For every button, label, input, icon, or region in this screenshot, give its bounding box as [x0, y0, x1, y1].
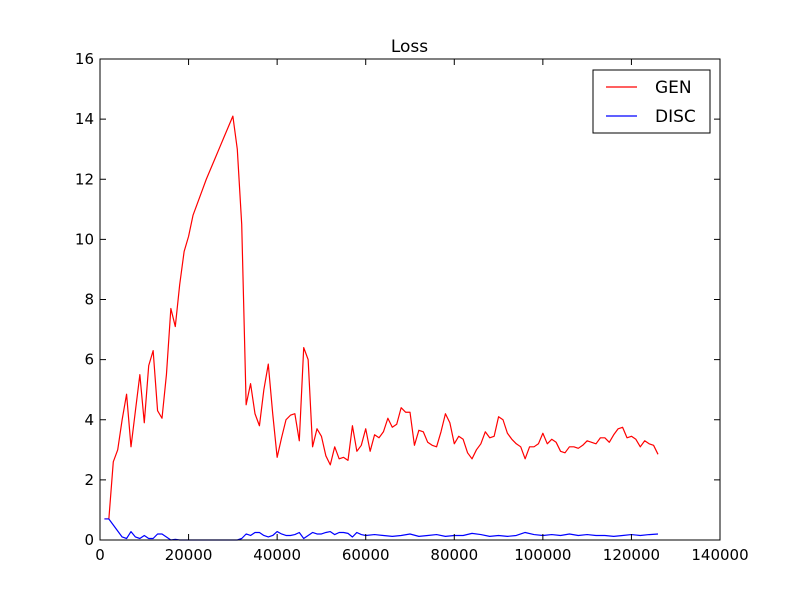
chart-title: Loss	[391, 37, 428, 57]
x-tick-label: 40000	[253, 546, 301, 564]
y-tick-label: 8	[84, 291, 94, 309]
series-layer	[104, 115, 659, 541]
x-tick-label: 0	[95, 546, 105, 564]
x-tick-label: 120000	[603, 546, 660, 564]
y-tick-label: 12	[75, 170, 94, 188]
x-tick-label: 140000	[691, 546, 748, 564]
x-tick-label: 80000	[430, 546, 478, 564]
legend: GEN DISC	[592, 69, 711, 134]
legend-box	[592, 69, 711, 134]
legend-label-disc: DISC	[655, 107, 696, 127]
y-tick-label: 16	[75, 50, 94, 68]
plot-frame	[99, 58, 721, 541]
y-tick-label: 2	[84, 471, 94, 489]
series-line-disc	[104, 518, 659, 541]
legend-label-gen: GEN	[655, 78, 692, 98]
y-tick-label: 0	[84, 531, 94, 549]
y-tick-label: 10	[75, 230, 94, 248]
x-tick-label: 20000	[165, 546, 213, 564]
x-tick-label: 60000	[342, 546, 390, 564]
ticks-layer: 0 20000 40000 60000 80000 100000 120000 140000 0…	[75, 50, 749, 564]
y-tick-label: 4	[84, 411, 94, 429]
y-tick-label: 14	[75, 110, 94, 128]
series-line-gen	[104, 115, 659, 520]
x-tick-label: 100000	[514, 546, 571, 564]
y-tick-label: 6	[84, 351, 94, 369]
